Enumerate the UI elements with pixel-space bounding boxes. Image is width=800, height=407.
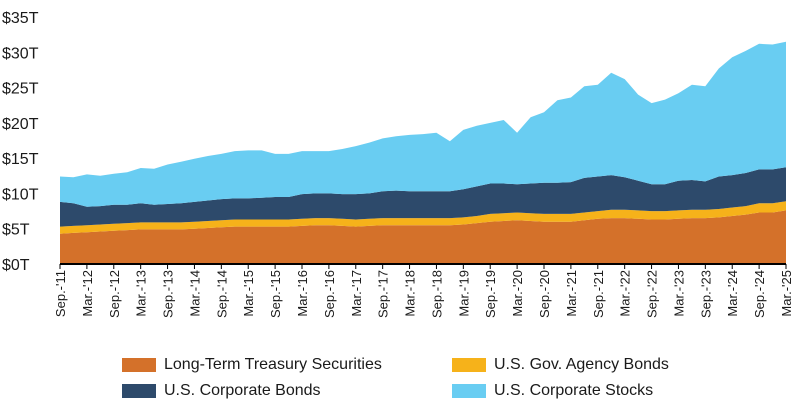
x-tick-label: Mar.-'21 (564, 270, 579, 317)
area-series-0 (60, 210, 786, 264)
x-axis: Sep.-'11 Mar.-'12 Sep.-'12 Mar.-'13 Sep.-'13… (53, 263, 794, 318)
x-tick-label: Sep.-'14 (214, 270, 229, 318)
y-tick-label: $30T (2, 45, 39, 62)
legend-item-agency-bonds: U.S. Gov. Agency Bonds (452, 356, 669, 374)
area-series-3 (60, 41, 786, 207)
x-tick-label: Sep.-'20 (537, 270, 552, 318)
x-tick-label: Sep.-'24 (752, 270, 767, 318)
x-tick-label: Sep.-'18 (429, 270, 444, 318)
x-tick-label: Mar.-'25 (779, 270, 794, 317)
legend-label: U.S. Gov. Agency Bonds (494, 356, 669, 373)
x-tick-label: Mar.-'19 (456, 270, 471, 317)
legend-swatch (122, 384, 156, 398)
y-tick-label: $0T (2, 257, 30, 274)
x-tick-label: Mar.-'23 (671, 270, 686, 317)
x-tick-label: Mar.-'15 (241, 270, 256, 317)
y-tick-label: $25T (2, 81, 39, 98)
y-tick-label: $5T (2, 222, 30, 239)
x-tick-label: Mar.-'17 (349, 270, 364, 317)
legend-swatch (452, 384, 486, 398)
x-tick-label: Mar.-'24 (725, 270, 740, 317)
legend-label: U.S. Corporate Stocks (494, 382, 654, 399)
x-tick-label: Sep.-'13 (161, 270, 176, 318)
y-axis: $0T $5T $10T $15T $20T $25T $30T $35T (2, 10, 39, 274)
x-tick-label: Mar.-'22 (618, 270, 633, 317)
y-tick-label: $15T (2, 151, 39, 168)
area-layer (60, 41, 786, 264)
legend-swatch (122, 358, 156, 372)
x-tick-label: Sep.-'11 (53, 270, 68, 317)
area-series-2 (60, 167, 786, 227)
x-tick-label: Mar.-'14 (187, 270, 202, 317)
x-tick-label: Mar.-'20 (510, 270, 525, 317)
x-tick-label: Sep.-'17 (376, 270, 391, 318)
legend-label: Long-Term Treasury Securities (164, 356, 382, 373)
legend-swatch (452, 358, 486, 372)
area-series-1 (60, 201, 786, 234)
legend-label: U.S. Corporate Bonds (164, 382, 321, 399)
x-tick-label: Sep.-'19 (483, 270, 498, 318)
x-tick-label: Sep.-'22 (645, 270, 660, 318)
y-tick-label: $20T (2, 116, 39, 133)
y-tick-label: $10T (2, 186, 39, 203)
x-tick-label: Mar.-'12 (80, 270, 95, 317)
legend-item-corporate-bonds: U.S. Corporate Bonds (122, 382, 321, 400)
legend-item-corporate-stocks: U.S. Corporate Stocks (452, 382, 653, 400)
legend-item-long-term-treasury: Long-Term Treasury Securities (122, 356, 382, 374)
y-tick-label: $35T (2, 10, 39, 27)
x-tick-label: Sep.-'16 (322, 270, 337, 318)
x-tick-label: Sep.-'15 (268, 270, 283, 318)
x-tick-label: Mar.-'13 (134, 270, 149, 317)
x-tick-label: Mar.-'16 (295, 270, 310, 317)
x-tick-label: Sep.-'21 (591, 270, 606, 318)
x-tick-label: Sep.-'12 (107, 270, 122, 318)
x-tick-label: Mar.-'18 (403, 270, 418, 317)
stacked-area-chart: $0T $5T $10T $15T $20T $25T $30T $35T Sep.-'11 M… (2, 10, 794, 318)
x-tick-label: Sep.-'23 (698, 270, 713, 318)
